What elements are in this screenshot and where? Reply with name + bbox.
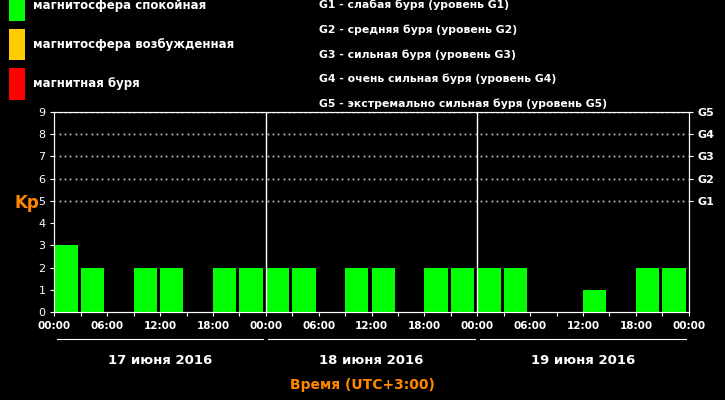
Bar [424,268,447,312]
Bar [371,268,395,312]
Text: G2 - средняя буря (уровень G2): G2 - средняя буря (уровень G2) [319,25,517,35]
Bar [663,268,686,312]
Text: магнитосфера спокойная: магнитосфера спокойная [33,0,207,12]
Bar [213,268,236,312]
Text: G3 - сильная буря (уровень G3): G3 - сильная буря (уровень G3) [319,49,516,60]
Text: магнитная буря: магнитная буря [33,78,140,90]
Text: G4 - очень сильная буря (уровень G4): G4 - очень сильная буря (уровень G4) [319,74,556,84]
Text: Время (UTC+3:00): Время (UTC+3:00) [290,378,435,392]
Bar [9,29,25,60]
Bar [477,268,500,312]
Bar [160,268,183,312]
Text: 19 июня 2016: 19 июня 2016 [531,354,635,367]
Text: 18 июня 2016: 18 июня 2016 [320,354,423,367]
Bar [239,268,262,312]
Bar [80,268,104,312]
Text: G5 - экстремально сильная буря (уровень G5): G5 - экстремально сильная буря (уровень … [319,98,607,109]
Bar [9,68,25,100]
Bar [504,268,527,312]
Bar [9,0,25,21]
Bar [133,268,157,312]
Bar [451,268,474,312]
Bar [636,268,659,312]
Y-axis label: Kp: Kp [14,194,39,212]
Text: 17 июня 2016: 17 июня 2016 [108,354,212,367]
Bar [266,268,289,312]
Text: G1 - слабая буря (уровень G1): G1 - слабая буря (уровень G1) [319,0,509,10]
Bar [345,268,368,312]
Text: магнитосфера возбужденная: магнитосфера возбужденная [33,38,235,51]
Bar [54,245,78,312]
Bar [583,290,606,312]
Bar [292,268,315,312]
